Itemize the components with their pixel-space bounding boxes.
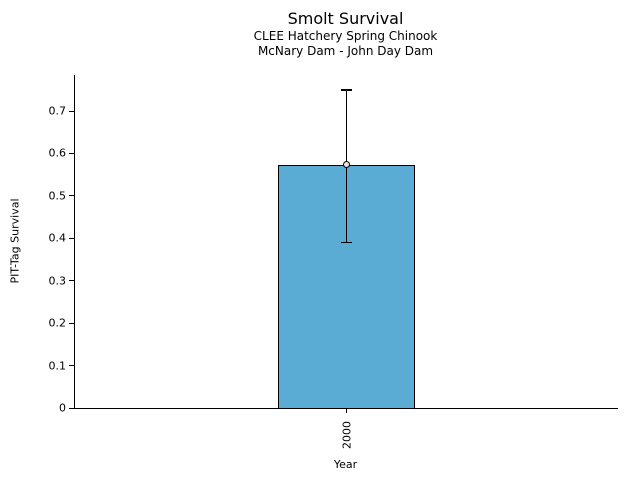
y-tick-label: 0 [59, 401, 66, 415]
y-tick-mark [69, 280, 75, 282]
y-tick-mark [69, 407, 75, 409]
y-tick-label: 0.7 [48, 104, 67, 118]
y-tick-label: 0.2 [48, 316, 67, 330]
error-bar-cap-bottom [341, 241, 352, 244]
plot-area: 0 0.1 0.2 0.3 0.4 0.5 0.6 0.7 2000 [49, 75, 618, 449]
y-tick-label: 0.3 [48, 274, 67, 288]
y-tick-mark [69, 322, 75, 324]
y-tick-label: 0.1 [48, 359, 67, 373]
y-tick-mark [69, 152, 75, 154]
data-point-marker [343, 161, 350, 169]
y-tick-mark [69, 237, 75, 239]
y-tick-mark [69, 195, 75, 197]
y-tick-label: 0.4 [48, 231, 67, 245]
y-tick-label: 0.6 [48, 146, 67, 160]
y-tick-label: 0.5 [48, 189, 67, 203]
chart-subtitle-line2: McNary Dam - John Day Dam [257, 44, 434, 58]
x-tick-label: 2000 [340, 421, 353, 449]
y-tick-mark [69, 365, 75, 367]
chart-subtitle-line1: CLEE Hatchery Spring Chinook [253, 29, 438, 43]
title-block: Smolt Survival CLEE Hatchery Spring Chin… [74, 9, 617, 59]
x-tick-mark [346, 408, 347, 413]
y-axis-label: PIT-Tag Survival [8, 198, 22, 284]
x-axis-label: Year [333, 458, 358, 471]
error-bar-cap-top [341, 89, 352, 91]
y-tick-mark [69, 110, 75, 112]
chart-title: Smolt Survival [287, 9, 404, 28]
